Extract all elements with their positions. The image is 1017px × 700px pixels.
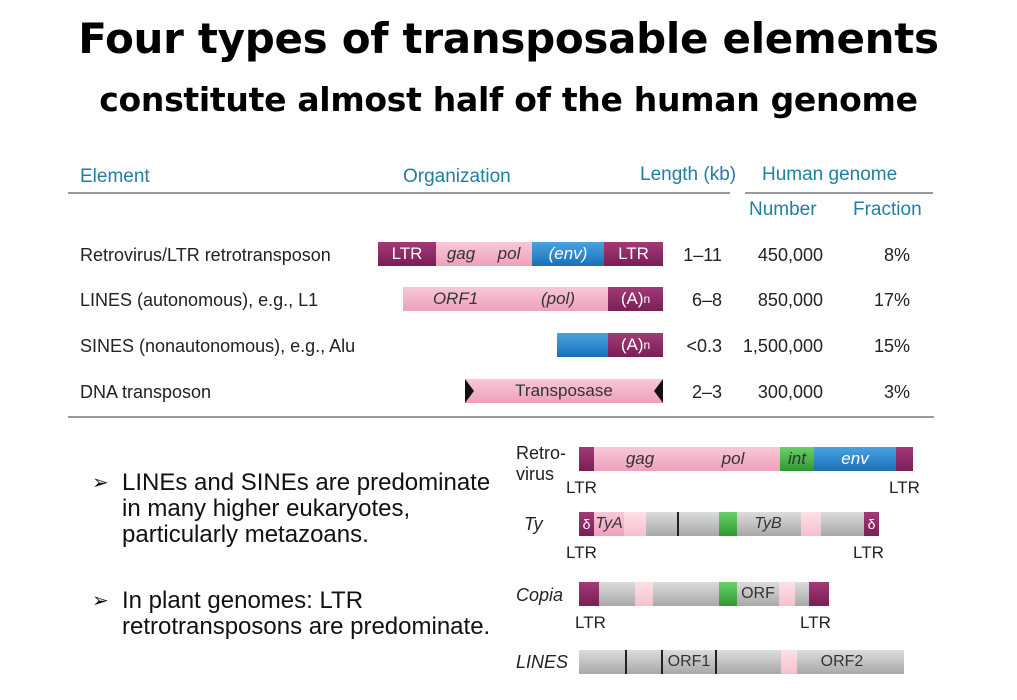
row-number: 850,000: [757, 290, 823, 310]
organization-bar-lines: ORF1 (pol) (A) n: [403, 287, 663, 311]
gag-segment: gag: [436, 242, 486, 266]
polya-label: (A): [620, 289, 644, 308]
orf1-label: ORF1: [667, 653, 711, 670]
frame-divider: [661, 650, 663, 674]
header-number: Number: [749, 199, 817, 220]
polya-segment: (A) n: [608, 287, 663, 311]
ltr-segment: [896, 447, 913, 471]
header-length: Length (kb): [640, 164, 737, 185]
ltr-label: LTR: [566, 478, 597, 497]
ltr-segment: LTR: [604, 242, 663, 266]
lines-genome-bar: ORF1 ORF2: [579, 650, 904, 674]
arrow-bullet-icon: ➢: [92, 590, 109, 612]
ty-label: Ty: [524, 514, 543, 534]
retrovirus-genome-bar: gag pol int env: [579, 447, 913, 471]
copia-label: Copia: [516, 585, 564, 605]
inverted-repeat-arrows: [465, 379, 663, 403]
row-number: 300,000: [757, 382, 823, 402]
copia-pink-segment: [779, 582, 795, 606]
table-bottom-rule: [68, 416, 934, 418]
row-number: 450,000: [757, 245, 823, 265]
tya-segment: TyA: [594, 512, 624, 536]
polya-segment: (A) n: [608, 333, 663, 357]
row-element-label: LINES (autonomous), e.g., L1: [80, 290, 319, 310]
bullet-text: In plant genomes: LTR retrotransposons a…: [122, 587, 491, 640]
row-fraction: 15%: [873, 336, 910, 356]
ltr-segment: [579, 582, 599, 606]
organization-bar-dna-transposon: Transposase: [465, 379, 663, 403]
row-element-label: DNA transposon: [80, 382, 212, 402]
ltr-segment: LTR: [378, 242, 436, 266]
polya-subscript: n: [643, 338, 651, 352]
retrovirus-label: Retro- virus: [516, 443, 566, 485]
polya-subscript: n: [643, 292, 651, 306]
transposase-segment: Transposase: [465, 379, 663, 403]
orf2-label: ORF2: [820, 653, 864, 670]
copia-pink-segment: [635, 582, 653, 606]
gag-segment: gag: [594, 447, 686, 471]
retrovirus-label-line1: Retro-: [516, 443, 567, 463]
arrow-bullet-icon: ➢: [92, 472, 109, 494]
ty-pink-segment: [624, 512, 646, 536]
lines-pink-segment: [781, 650, 797, 674]
tyb-label: TyB: [754, 515, 782, 532]
ltr-segment: [579, 447, 594, 471]
env-segment: (env): [532, 242, 604, 266]
orf1-segment: ORF1: [403, 287, 508, 311]
env-segment: env: [814, 447, 896, 471]
ty-int-segment: [719, 512, 737, 536]
ltr-segment: [809, 582, 829, 606]
ltr-label: LTR: [853, 543, 884, 562]
row-fraction: 3%: [883, 382, 910, 402]
header-organization: Organization: [403, 166, 511, 187]
slide-subtitle: constitute almost half of the human geno…: [99, 80, 918, 119]
copia-genome-bar: ORF: [579, 582, 829, 606]
right-arrow-icon: [654, 379, 663, 403]
delta-segment: δ: [579, 512, 594, 536]
slide-title: Four types of transposable elements: [78, 14, 939, 63]
pol-segment: pol: [486, 242, 532, 266]
ltr-label: LTR: [566, 543, 597, 562]
row-element-label: SINES (nonautonomous), e.g., Alu: [80, 336, 356, 356]
row-length: <0.3: [686, 336, 722, 356]
copia-orf-label: ORF: [741, 585, 775, 602]
ty-pink-segment: [801, 512, 821, 536]
row-number: 1,500,000: [742, 336, 823, 356]
header-subrule: [745, 192, 933, 194]
retrovirus-label-line2: virus: [516, 464, 555, 484]
row-fraction: 17%: [873, 290, 910, 310]
lines-background-segment: [579, 650, 904, 674]
bullet-item: ➢ LINEs and SINEs are predominate in man…: [92, 470, 492, 548]
frame-divider: [715, 650, 717, 674]
int-segment: int: [780, 447, 814, 471]
left-arrow-icon: [465, 379, 474, 403]
row-element-label: Retrovirus/LTR retrotransposon: [80, 245, 331, 265]
lines-label: LINES: [516, 652, 569, 672]
header-fraction: Fraction: [853, 199, 922, 220]
header-rule: [68, 192, 730, 194]
pol-segment: (pol): [508, 287, 608, 311]
bullet-text: LINEs and SINEs are predominate in many …: [122, 469, 491, 548]
row-fraction: 8%: [883, 245, 910, 265]
ltr-label: LTR: [889, 478, 920, 497]
row-length: 6–8: [691, 290, 722, 310]
delta-segment: δ: [864, 512, 879, 536]
copia-int-segment: [719, 582, 737, 606]
alu-segment: [557, 333, 608, 357]
header-human-genome: Human genome: [762, 164, 898, 185]
header-element: Element: [80, 166, 150, 187]
polya-label: (A): [620, 335, 644, 354]
bullet-item: ➢ In plant genomes: LTR retrotransposons…: [92, 588, 492, 640]
ltr-label: LTR: [800, 613, 831, 632]
ty-genome-bar: δ TyA TyB δ: [579, 512, 879, 536]
row-length: 2–3: [691, 382, 722, 402]
organization-bar-retrovirus: LTR gag pol (env) LTR: [378, 242, 663, 266]
frame-divider: [625, 650, 627, 674]
frame-divider: [677, 512, 679, 536]
organization-bar-sines: (A) n: [557, 333, 663, 357]
pol-segment: pol: [686, 447, 780, 471]
row-length: 1–11: [683, 245, 722, 265]
ltr-label: LTR: [575, 613, 606, 632]
